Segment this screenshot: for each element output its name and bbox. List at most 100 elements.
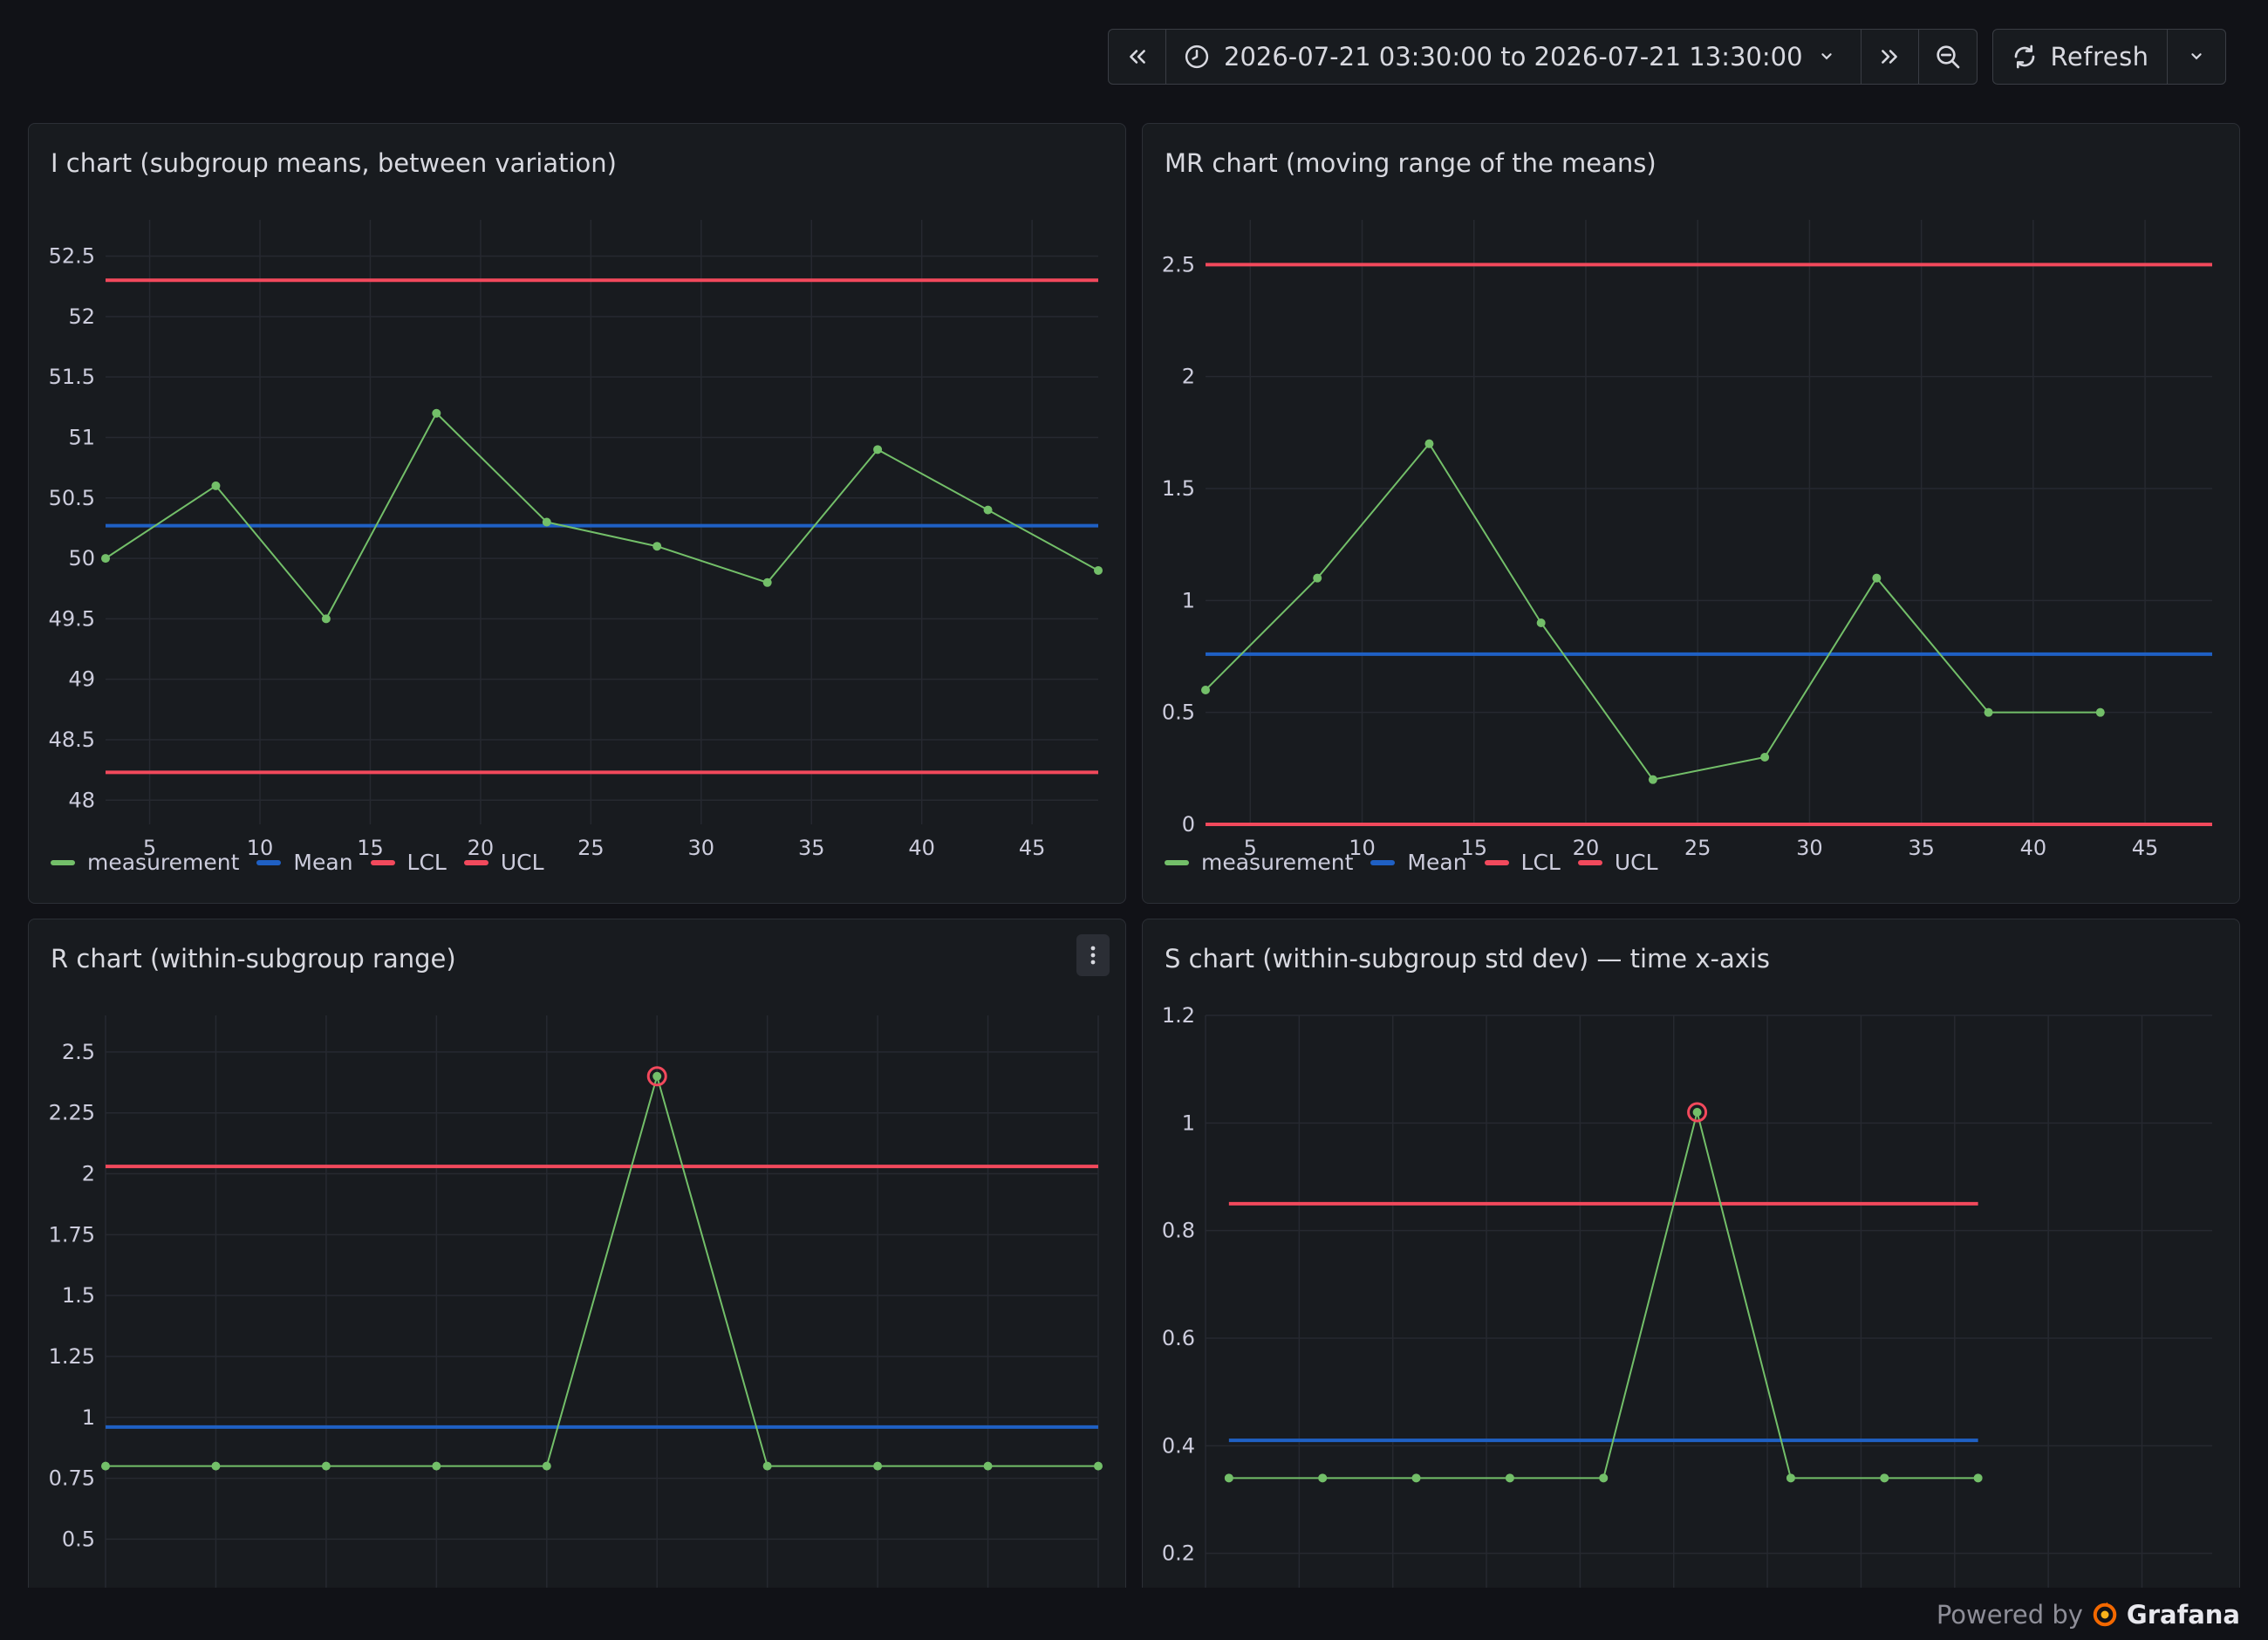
measurement-point (1201, 686, 1210, 694)
legend-swatch (463, 859, 488, 865)
legend-item-measurement[interactable]: measurement (51, 850, 239, 875)
measurement-point (1536, 618, 1546, 627)
measurement-line (1228, 1111, 1978, 1479)
measurement-point (1505, 1473, 1514, 1483)
measurement-point (211, 1461, 221, 1471)
panel-menu-button[interactable] (1076, 934, 1110, 976)
legend-swatch (1484, 859, 1509, 865)
measurement-point (1424, 439, 1434, 448)
y-tick-label: 50.5 (49, 486, 95, 510)
footer: Powered by Grafana (0, 1588, 2268, 1640)
y-tick-label: 1.2 (1162, 1003, 1195, 1028)
legend-item-measurement[interactable]: measurement (1165, 850, 1353, 875)
measurement-point (1984, 707, 1993, 717)
x-tick-label: 45 (1019, 836, 1046, 860)
time-range-picker[interactable]: 2026-07-21 03:30:00 to 2026-07-21 13:30:… (1166, 30, 1862, 84)
measurement-point (1786, 1473, 1795, 1483)
x-tick-label: 5 (1244, 836, 1257, 860)
measurement-point (1760, 753, 1770, 762)
legend-item-mean[interactable]: Mean (1370, 850, 1467, 875)
measurement-line (106, 1073, 1098, 1467)
y-tick-label: 2 (1182, 365, 1195, 389)
chevron-down-icon (1821, 53, 1832, 60)
y-tick-label: 0.2 (1162, 1541, 1195, 1566)
measurement-point (1094, 1461, 1103, 1471)
measurement-point (2095, 707, 2105, 717)
panel-title: S chart (within-subgroup std dev) — time… (1165, 944, 1771, 974)
legend-item-ucl[interactable]: UCL (1577, 850, 1658, 875)
y-tick-label: 0.5 (62, 1527, 95, 1551)
measurement-point (211, 481, 221, 490)
s-chart-panel[interactable]: S chart (within-subgroup std dev) — time… (1142, 919, 2240, 1640)
y-tick-label: 48 (68, 788, 95, 812)
x-tick-label: 30 (1796, 836, 1823, 860)
measurement-point (762, 1461, 772, 1471)
measurement-point (1692, 1108, 1702, 1117)
measurement-point (542, 1461, 551, 1471)
measurement-point (101, 554, 110, 564)
legend-label: measurement (1201, 850, 1354, 875)
measurement-point (1648, 775, 1657, 784)
shift-time-forward-button[interactable] (1862, 30, 1919, 84)
toolbar-spacer (1978, 29, 1992, 85)
legend-label: UCL (1614, 850, 1658, 875)
legend-item-ucl[interactable]: UCL (463, 850, 544, 875)
r-chart-panel[interactable]: R chart (within-subgroup range) 00.250.5… (28, 919, 1126, 1640)
clock-icon (1185, 44, 1209, 69)
x-tick-label: 25 (1684, 836, 1711, 860)
legend-item-mean[interactable]: Mean (256, 850, 353, 875)
refresh-button[interactable]: Refresh (1993, 30, 2168, 84)
x-tick-label: 45 (2132, 836, 2159, 860)
legend-swatch (1165, 859, 1189, 865)
chevron-down-icon (2190, 53, 2202, 60)
measurement-line (1205, 441, 2101, 781)
measurement-point (983, 505, 993, 515)
y-tick-label: 0.8 (1162, 1219, 1195, 1243)
measurement-point (1872, 573, 1882, 583)
refresh-icon (2014, 44, 2034, 69)
legend-label: Mean (1407, 850, 1467, 875)
zoom-out-button[interactable] (1919, 30, 1977, 84)
measurement-point (1599, 1473, 1609, 1483)
mr-chart: 0 0.5 1 1.5 2 2.5 5 10 15 20 25 30 35 40 45 (1162, 220, 2212, 860)
panel-title: MR chart (moving range of the means) (1165, 148, 1657, 178)
y-tick-label: 51.5 (49, 365, 95, 389)
y-tick-label: 1.75 (49, 1222, 95, 1247)
x-tick-label: 15 (357, 836, 384, 860)
time-toolbar: 2026-07-21 03:30:00 to 2026-07-21 13:30:… (1108, 29, 2226, 85)
y-tick-label: 49.5 (49, 606, 95, 631)
more-vertical-icon (1090, 946, 1096, 965)
measurement-point (1973, 1473, 1983, 1483)
shift-time-back-button[interactable] (1109, 30, 1166, 84)
measurement-point (873, 445, 883, 454)
x-tick-label: 25 (577, 836, 605, 860)
measurement-point (1411, 1473, 1421, 1483)
refresh-interval-button[interactable] (2168, 30, 2225, 84)
measurement-point (101, 1461, 110, 1471)
y-tick-label: 52 (68, 304, 95, 329)
i-chart-panel[interactable]: I chart (subgroup means, between variati… (28, 123, 1126, 904)
i-chart: 48 48.5 49 49.5 50 50.5 51 51.5 52 52.5 5 10 15 20 25 3… (49, 220, 1103, 860)
measurement-point (873, 1461, 883, 1471)
legend-label: LCL (406, 850, 447, 875)
measurement-point (1880, 1473, 1889, 1483)
legend-swatch (51, 859, 75, 865)
legend-label: UCL (500, 850, 544, 875)
x-tick-label: 35 (1908, 836, 1935, 860)
y-tick-label: 1.5 (1162, 476, 1195, 501)
legend-swatch (1370, 859, 1396, 865)
y-tick-label: 1 (1182, 1110, 1195, 1135)
measurement-point (1094, 565, 1103, 575)
legend-item-lcl[interactable]: LCL (370, 850, 447, 875)
x-tick-label: 15 (1460, 836, 1487, 860)
powered-by[interactable]: Powered by Grafana (1937, 1600, 2240, 1630)
measurement-point (1313, 573, 1322, 583)
chevrons-right-icon (1882, 50, 1897, 64)
legend-item-lcl[interactable]: LCL (1484, 850, 1561, 875)
measurement-point (432, 1461, 441, 1471)
panel-title: R chart (within-subgroup range) (51, 944, 456, 974)
panel-title: I chart (subgroup means, between variati… (51, 148, 617, 178)
grafana-logo-icon (2093, 1602, 2117, 1627)
y-tick-label: 1 (1182, 588, 1195, 612)
mr-chart-panel[interactable]: MR chart (moving range of the means) 0 0.… (1142, 123, 2240, 904)
